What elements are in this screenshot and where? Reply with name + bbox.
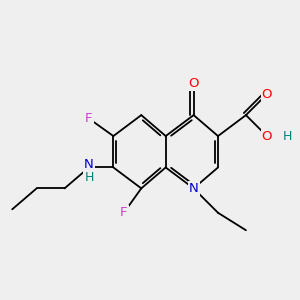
Text: O: O	[262, 130, 272, 142]
Text: F: F	[85, 112, 93, 125]
Text: H: H	[283, 130, 292, 142]
Text: O: O	[262, 88, 272, 101]
Text: N: N	[189, 182, 199, 195]
Text: H: H	[84, 171, 94, 184]
Text: N: N	[84, 158, 94, 171]
Text: O: O	[188, 77, 199, 90]
Text: F: F	[120, 206, 127, 219]
